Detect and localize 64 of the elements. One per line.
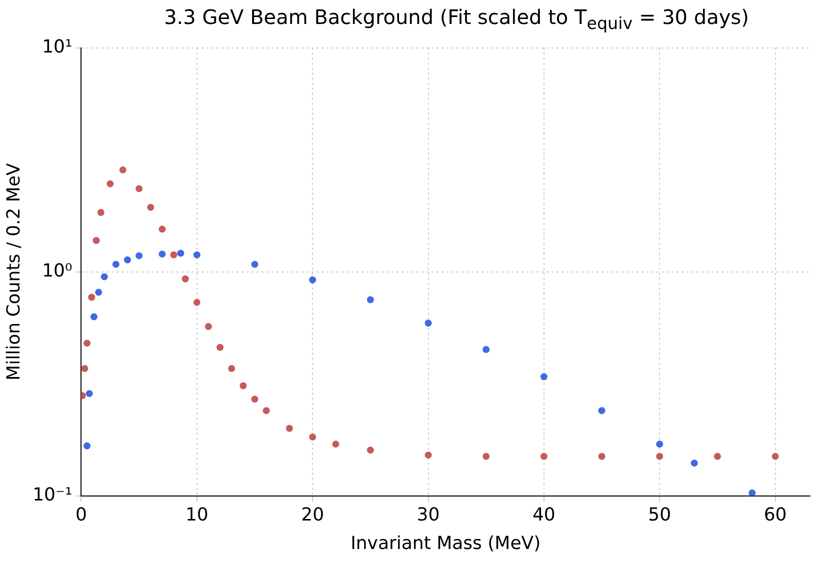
x-tick-label: 50 xyxy=(648,504,672,526)
x-tick-label: 60 xyxy=(764,504,787,526)
y-tick-label: 10⁰ xyxy=(42,260,72,282)
x-tick-label: 0 xyxy=(75,504,87,526)
x-tick-label: 30 xyxy=(416,504,440,526)
point xyxy=(97,208,104,216)
point xyxy=(656,440,664,448)
point xyxy=(216,344,224,351)
x-tick-label: 40 xyxy=(532,504,556,526)
point xyxy=(90,313,98,320)
point xyxy=(136,185,143,192)
point xyxy=(286,424,293,432)
point xyxy=(424,320,432,327)
point xyxy=(95,288,102,296)
point xyxy=(100,273,108,280)
point xyxy=(204,322,212,330)
x-tick-label: 20 xyxy=(301,504,324,526)
point xyxy=(124,256,131,264)
point xyxy=(158,226,166,233)
point xyxy=(262,407,270,414)
point xyxy=(88,294,96,301)
y-tick-label: 10¹ xyxy=(42,36,72,58)
point xyxy=(147,204,154,211)
point xyxy=(366,296,374,304)
point xyxy=(309,434,316,441)
point xyxy=(482,346,490,353)
point xyxy=(251,260,258,268)
point xyxy=(84,442,91,450)
point xyxy=(86,390,93,398)
y-tick-label: 10⁻¹ xyxy=(32,484,72,506)
point xyxy=(158,250,166,258)
point xyxy=(598,407,606,414)
point xyxy=(112,260,120,268)
point xyxy=(92,236,100,244)
point xyxy=(119,166,126,174)
x-axis-title: Invariant Mass (MeV) xyxy=(350,532,541,554)
point xyxy=(251,396,258,403)
point xyxy=(193,251,200,258)
point xyxy=(309,276,316,284)
point xyxy=(424,452,432,459)
point xyxy=(366,446,374,454)
point xyxy=(332,440,340,448)
point xyxy=(690,460,698,467)
point xyxy=(540,373,548,380)
point xyxy=(482,452,490,460)
point xyxy=(182,275,189,282)
x-tick-label: 10 xyxy=(185,504,208,526)
point xyxy=(228,365,236,372)
point xyxy=(656,452,664,460)
point xyxy=(177,250,184,257)
point xyxy=(84,340,91,347)
point xyxy=(772,452,779,460)
point xyxy=(106,180,114,188)
point xyxy=(193,298,200,306)
point xyxy=(240,382,247,390)
point xyxy=(170,251,178,258)
point xyxy=(598,452,606,460)
point xyxy=(540,452,548,460)
point xyxy=(714,452,721,460)
point xyxy=(136,252,143,260)
chart-title: 3.3 GeV Beam Background (Fit scaled to T$_{equiv}$ = 30 days) xyxy=(163,4,750,34)
y-axis-title: Million Counts / 0.2 MeV xyxy=(3,162,24,380)
point xyxy=(81,365,88,372)
point xyxy=(748,489,756,496)
